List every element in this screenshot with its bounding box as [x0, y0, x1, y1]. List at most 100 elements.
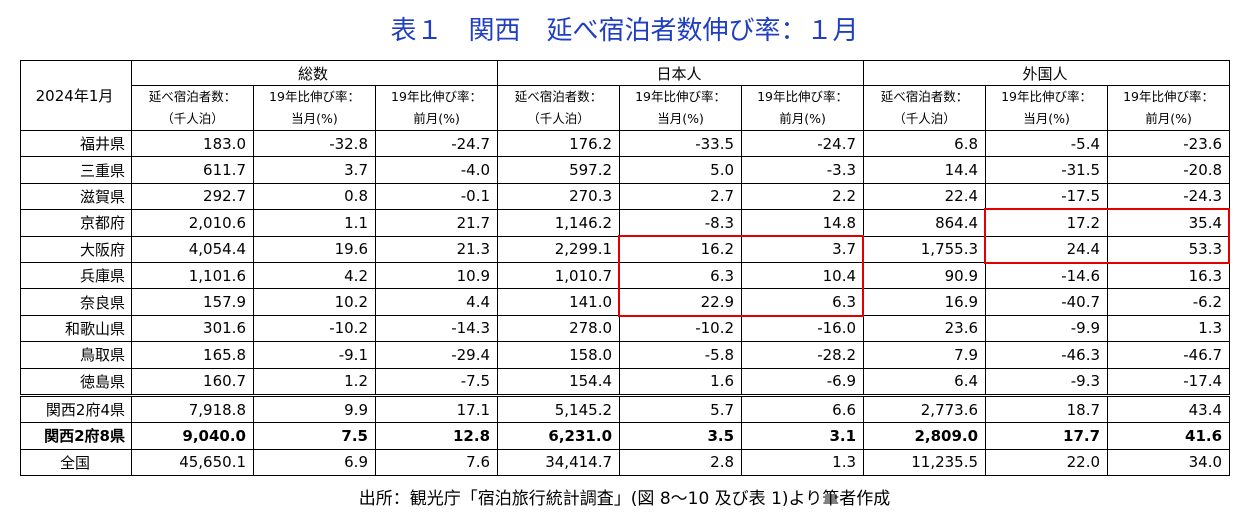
subheader-cell: 19年比伸び率： 当月(%) [253, 85, 376, 131]
data-cell: -24.7 [741, 129, 865, 158]
data-cell: 7.6 [374, 448, 499, 477]
row-label: 関西2府8県 [20, 422, 132, 450]
subheader-line: 当月(%) [657, 111, 704, 126]
data-cell: -9.1 [253, 341, 376, 369]
data-cell: 22.9 [619, 288, 743, 316]
group-header: 日本人 [497, 60, 865, 86]
data-cell: 0.8 [253, 182, 376, 211]
data-cell: 34,414.7 [497, 448, 621, 477]
subheader-line: 前月(%) [1145, 111, 1192, 126]
data-row: 兵庫県 1,101.6 4.2 10.9 1,010.7 6.3 10.4 90.9 -14.6… [20, 261, 1231, 290]
data-cell: 165.8 [131, 341, 254, 369]
subheader-line: （千人泊） [161, 111, 224, 126]
data-cell: -46.7 [1107, 341, 1231, 369]
data-cell: 278.0 [497, 314, 621, 343]
data-cell: 6,231.0 [497, 422, 621, 450]
data-cell: 1.3 [1107, 314, 1231, 343]
group-header: 外国人 [863, 60, 1231, 86]
row-label: 滋賀県 [20, 182, 132, 211]
data-cell: 5,145.2 [497, 393, 621, 424]
data-cell: 9.9 [253, 393, 376, 424]
row-label: 京都府 [20, 209, 132, 237]
row-label: 福井県 [20, 129, 132, 158]
data-cell: 22.4 [863, 182, 987, 211]
data-cell: 1,755.3 [863, 235, 987, 263]
data-cell: -17.4 [1107, 367, 1231, 396]
row-label: 関西2府4県 [20, 393, 132, 424]
subheader-cell: 19年比伸び率： 前月(%) [741, 85, 865, 131]
data-cell: 160.7 [131, 367, 254, 396]
data-cell: -4.0 [374, 156, 499, 184]
data-cell: 9,040.0 [131, 422, 254, 450]
data-cell: -9.9 [985, 314, 1109, 343]
subheader-line: 19年比伸び率： [1123, 89, 1214, 104]
data-cell: 1.3 [741, 448, 865, 477]
table: 2024年1月 総数 日本人 外国人 延べ宿泊者数： （千人泊） 19年比伸び率： 当月(%)… [20, 60, 1231, 477]
data-cell: 154.4 [497, 367, 621, 396]
data-cell: 3.1 [741, 422, 865, 450]
subheader-line: 当月(%) [291, 111, 338, 126]
data-cell: 2,010.6 [131, 209, 254, 237]
data-cell: 4.2 [253, 261, 376, 290]
data-cell: 19.6 [253, 235, 376, 263]
data-cell: -5.4 [985, 129, 1109, 158]
data-cell: -24.3 [1107, 182, 1231, 211]
data-cell: -14.3 [374, 314, 499, 343]
data-cell: 16.9 [863, 288, 987, 316]
data-cell: -40.7 [985, 288, 1109, 316]
data-cell: 12.8 [374, 422, 499, 450]
data-cell: 3.7 [253, 156, 376, 184]
data-cell: 7.5 [253, 422, 376, 450]
subheader-line: 19年比伸び率： [635, 89, 726, 104]
data-cell: 6.3 [619, 261, 743, 290]
data-cell: -16.0 [741, 314, 865, 343]
subheader-line: 延べ宿泊者数： [148, 89, 237, 104]
data-cell: 17.2 [985, 209, 1109, 237]
data-cell: 14.8 [741, 209, 865, 237]
data-cell: 270.3 [497, 182, 621, 211]
data-cell: 17.1 [374, 393, 499, 424]
row-label: 奈良県 [20, 288, 132, 316]
data-cell: 158.0 [497, 341, 621, 369]
data-row: 滋賀県 292.7 0.8 -0.1 270.3 2.7 2.2 22.4 -17.5 -24.3 [20, 182, 1231, 211]
data-cell: -20.8 [1107, 156, 1231, 184]
data-cell: 141.0 [497, 288, 621, 316]
data-cell: 6.6 [741, 393, 865, 424]
data-cell: 2.2 [741, 182, 865, 211]
subheader-cell: 19年比伸び率： 当月(%) [985, 85, 1109, 131]
subheader-line: 19年比伸び率： [757, 89, 848, 104]
data-cell: 183.0 [131, 129, 254, 158]
data-cell: 6.9 [253, 448, 376, 477]
group-header: 総数 [130, 60, 499, 86]
data-cell: -32.8 [253, 129, 376, 158]
data-cell: 176.2 [497, 129, 621, 158]
data-cell: 43.4 [1107, 393, 1231, 424]
data-cell: -17.5 [985, 182, 1109, 211]
data-cell: 22.0 [985, 448, 1109, 477]
data-cell: -14.6 [985, 261, 1109, 290]
data-row: 関西2府8県 9,040.0 7.5 12.8 6,231.0 3.5 3.1 2,809.0… [20, 422, 1231, 450]
data-cell: 2.8 [619, 448, 743, 477]
data-cell: 6.3 [741, 288, 865, 316]
row-label: 全国 [20, 448, 132, 477]
data-row: 福井県 183.0 -32.8 -24.7 176.2 -33.5 -24.7 6.8 -5.4… [20, 129, 1231, 158]
data-row: 奈良県 157.9 10.2 4.4 141.0 22.9 6.3 16.9 -40.7 -6.2 [20, 288, 1231, 316]
subheader-line: 延べ宿泊者数： [880, 89, 969, 104]
data-cell: -28.2 [741, 341, 865, 369]
data-cell: 1.1 [253, 209, 376, 237]
data-cell: 10.4 [741, 261, 865, 290]
data-cell: 7.9 [863, 341, 987, 369]
data-cell: 2.7 [619, 182, 743, 211]
subheader-line: 当月(%) [1023, 111, 1070, 126]
data-cell: 16.2 [619, 235, 743, 263]
data-cell: 1,101.6 [131, 261, 254, 290]
data-cell: 292.7 [131, 182, 254, 211]
header-row: 2024年1月 総数 日本人 外国人 [20, 60, 1231, 131]
data-cell: -3.3 [741, 156, 865, 184]
data-cell: -33.5 [619, 129, 743, 158]
title: 表１ 関西 延べ宿泊者数伸び率：１月 [390, 16, 859, 46]
data-row: 大阪府 4,054.4 19.6 21.3 2,299.1 16.2 3.7 1,755.3 2… [20, 235, 1231, 263]
data-cell: 5.7 [619, 393, 743, 424]
subheader-cell: 延べ宿泊者数： （千人泊） [863, 85, 987, 131]
data-cell: -6.2 [1107, 288, 1231, 316]
